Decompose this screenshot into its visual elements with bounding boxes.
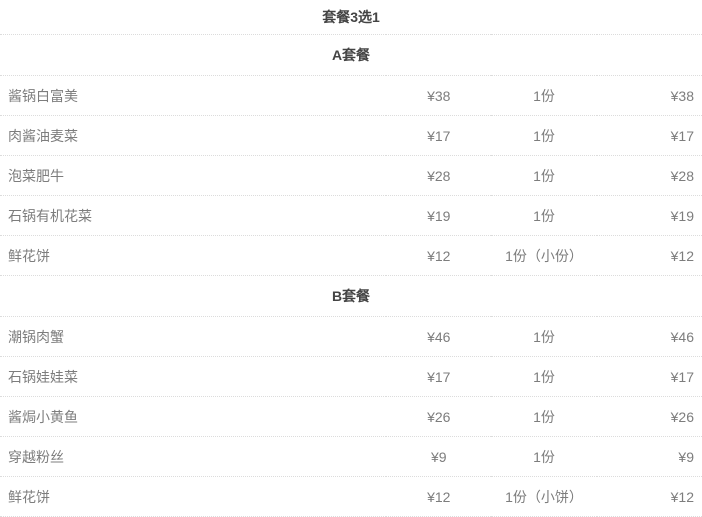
unit-price-cell: ¥46 (386, 316, 492, 357)
dish-name-cell: 肉酱油麦菜 (0, 115, 387, 156)
quantity-cell: 1份 (491, 75, 597, 116)
dish-row: 泡菜肥牛 ¥28 1份 ¥28 (0, 155, 702, 196)
dish-row: 石锅有机花菜 ¥19 1份 ¥19 (0, 195, 702, 236)
quantity-cell: 1份 (491, 396, 597, 437)
dish-name-cell: 泡菜肥牛 (0, 155, 387, 196)
unit-price-cell: ¥38 (386, 75, 492, 116)
dish-row: 穿越粉丝 ¥9 1份 ¥9 (0, 436, 702, 477)
unit-price-cell: ¥12 (386, 476, 492, 517)
dish-name-cell: 石锅娃娃菜 (0, 356, 387, 397)
dish-row: 石锅娃娃菜 ¥17 1份 ¥17 (0, 356, 702, 397)
total-price-cell: ¥12 (596, 476, 702, 517)
total-price-cell: ¥17 (596, 115, 702, 156)
total-price-cell: ¥17 (596, 356, 702, 397)
dish-name-cell: 鲜花饼 (0, 235, 387, 276)
dish-row: 鲜花饼 ¥12 1份（小份） ¥12 (0, 235, 702, 276)
total-price-cell: ¥19 (596, 195, 702, 236)
quantity-cell: 1份（小饼） (491, 476, 597, 517)
total-price-cell: ¥9 (596, 436, 702, 477)
page-title: 套餐3选1 (0, 0, 702, 35)
unit-price-cell: ¥19 (386, 195, 492, 236)
quantity-cell: 1份 (491, 356, 597, 397)
unit-price-cell: ¥17 (386, 356, 492, 397)
dish-name-cell: 潮锅肉蟹 (0, 316, 387, 357)
quantity-cell: 1份 (491, 195, 597, 236)
dish-row: 潮锅肉蟹 ¥46 1份 ¥46 (0, 316, 702, 357)
unit-price-cell: ¥26 (386, 396, 492, 437)
dish-row: 肉酱油麦菜 ¥17 1份 ¥17 (0, 115, 702, 156)
section-header: A套餐 (0, 34, 702, 76)
total-price-cell: ¥38 (596, 75, 702, 116)
quantity-cell: 1份（小份） (491, 235, 597, 276)
dish-row: 鲜花饼 ¥12 1份（小饼） ¥12 (0, 476, 702, 517)
dish-name-cell: 鲜花饼 (0, 476, 387, 517)
dish-name-cell: 穿越粉丝 (0, 436, 387, 477)
unit-price-cell: ¥12 (386, 235, 492, 276)
dish-name-cell: 酱焗小黄鱼 (0, 396, 387, 437)
total-price-cell: ¥12 (596, 235, 702, 276)
section-header-row: A套餐 (0, 34, 702, 76)
quantity-cell: 1份 (491, 115, 597, 156)
total-price-cell: ¥26 (596, 396, 702, 437)
quantity-cell: 1份 (491, 436, 597, 477)
menu-title-row: 套餐3选1 (0, 0, 702, 35)
unit-price-cell: ¥28 (386, 155, 492, 196)
quantity-cell: 1份 (491, 155, 597, 196)
total-price-cell: ¥28 (596, 155, 702, 196)
dish-name-cell: 石锅有机花菜 (0, 195, 387, 236)
total-price-cell: ¥46 (596, 316, 702, 357)
section-header: B套餐 (0, 275, 702, 317)
section-header-row: B套餐 (0, 275, 702, 317)
dish-row: 酱焗小黄鱼 ¥26 1份 ¥26 (0, 396, 702, 437)
quantity-cell: 1份 (491, 316, 597, 357)
unit-price-cell: ¥9 (386, 436, 492, 477)
unit-price-cell: ¥17 (386, 115, 492, 156)
dish-name-cell: 酱锅白富美 (0, 75, 387, 116)
dish-row: 酱锅白富美 ¥38 1份 ¥38 (0, 75, 702, 116)
